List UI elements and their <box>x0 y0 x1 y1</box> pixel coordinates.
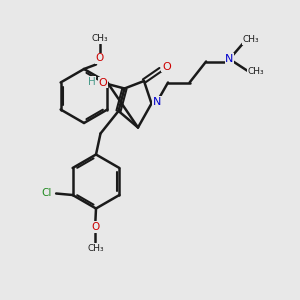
Text: O: O <box>98 77 107 88</box>
Text: Cl: Cl <box>41 188 51 199</box>
Text: N: N <box>225 54 234 64</box>
Text: CH₃: CH₃ <box>92 34 108 43</box>
Text: O: O <box>96 53 104 64</box>
Text: H: H <box>88 77 95 87</box>
Text: CH₃: CH₃ <box>242 35 259 44</box>
Text: CH₃: CH₃ <box>248 68 264 76</box>
Text: O: O <box>162 61 171 72</box>
Text: O: O <box>91 222 100 232</box>
Text: CH₃: CH₃ <box>87 244 104 253</box>
Text: N: N <box>153 97 161 107</box>
